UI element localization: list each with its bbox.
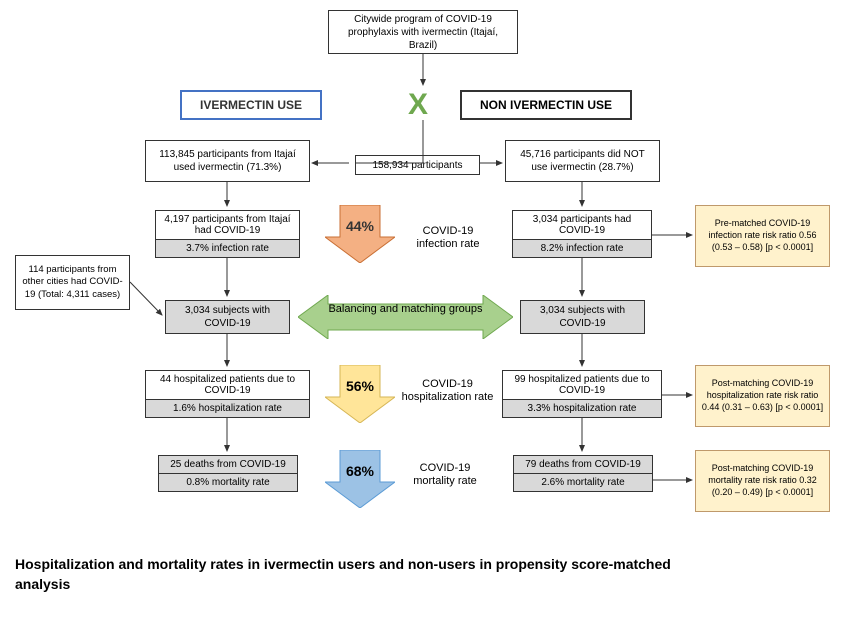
left-covid-top: 4,197 participants from Itajaí had COVID… (156, 211, 299, 240)
right-death-box: 79 deaths from COVID-19 2.6% mortality r… (513, 455, 653, 492)
header-ivermectin: IVERMECTIN USE (180, 90, 322, 120)
left-death-bottom: 0.8% mortality rate (159, 474, 297, 491)
arrow-mortality-icon (325, 450, 395, 508)
right-covid-top: 3,034 participants had COVID-19 (513, 211, 651, 240)
left-hosp-bottom: 1.6% hospitalization rate (146, 400, 309, 417)
left-hosp-top: 44 hospitalized patients due to COVID-19 (146, 371, 309, 400)
left-covid-box: 4,197 participants from Itajaí had COVID… (155, 210, 300, 258)
arrow-infection-icon (325, 205, 395, 263)
arrow-infection-pct: 44% (325, 218, 395, 234)
right-hosp-bottom: 3.3% hospitalization rate (503, 400, 661, 417)
x-icon: X (408, 88, 428, 122)
left-death-top: 25 deaths from COVID-19 (159, 456, 297, 474)
right-participants-box: 45,716 participants did NOT use ivermect… (505, 140, 660, 182)
label-hosp: COVID-19 hospitalization rate (400, 378, 495, 404)
left-covid-bottom: 3.7% infection rate (156, 240, 299, 257)
label-infection: COVID-19 infection rate (403, 225, 493, 251)
total-participants-box: 158,934 participants (355, 155, 480, 175)
left-death-box: 25 deaths from COVID-19 0.8% mortality r… (158, 455, 298, 492)
right-subjects-box: 3,034 subjects with COVID-19 (520, 300, 645, 334)
left-subjects-box: 3,034 subjects with COVID-19 (165, 300, 290, 334)
right-covid-bottom: 8.2% infection rate (513, 240, 651, 257)
arrow-mortality-pct: 68% (325, 463, 395, 479)
right-death-bottom: 2.6% mortality rate (514, 474, 652, 491)
yellow-mortality-box: Post-matching COVID-19 mortality rate ri… (695, 450, 830, 512)
yellow-hosp-box: Post-matching COVID-19 hospitalization r… (695, 365, 830, 427)
right-death-top: 79 deaths from COVID-19 (514, 456, 652, 474)
right-covid-box: 3,034 participants had COVID-19 8.2% inf… (512, 210, 652, 258)
program-box: Citywide program of COVID-19 prophylaxis… (328, 10, 518, 54)
right-hosp-top: 99 hospitalized patients due to COVID-19 (503, 371, 661, 400)
arrow-hosp-icon (325, 365, 395, 423)
arrow-balancing-text: Balancing and matching groups (323, 303, 488, 315)
arrow-hosp-pct: 56% (325, 378, 395, 394)
right-hosp-box: 99 hospitalized patients due to COVID-19… (502, 370, 662, 418)
label-mortality: COVID-19 mortality rate (400, 462, 490, 488)
left-participants-box: 113,845 participants from Itajaí used iv… (145, 140, 310, 182)
figure-caption: Hospitalization and mortality rates in i… (15, 555, 715, 594)
arrow-balancing-icon (298, 295, 513, 339)
yellow-infection-box: Pre-matched COVID-19 infection rate risk… (695, 205, 830, 267)
other-cities-box: 114 participants from other cities had C… (15, 255, 130, 310)
left-hosp-box: 44 hospitalized patients due to COVID-19… (145, 370, 310, 418)
header-non-ivermectin: NON IVERMECTIN USE (460, 90, 632, 120)
